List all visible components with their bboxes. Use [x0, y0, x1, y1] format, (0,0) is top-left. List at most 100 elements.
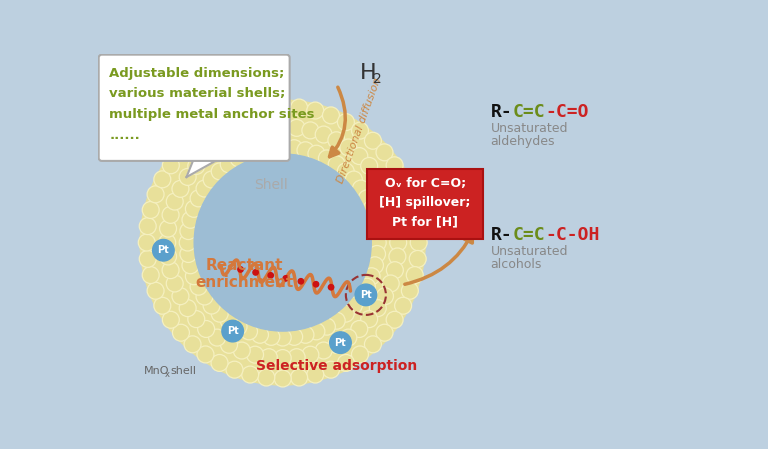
Circle shape [369, 168, 386, 185]
Circle shape [220, 156, 237, 173]
Circle shape [179, 168, 196, 185]
Circle shape [315, 126, 332, 143]
Circle shape [382, 193, 399, 210]
Circle shape [185, 268, 202, 285]
Circle shape [329, 332, 351, 353]
Circle shape [363, 200, 380, 217]
Circle shape [355, 284, 376, 306]
Circle shape [274, 350, 291, 366]
Circle shape [154, 297, 170, 314]
Circle shape [274, 98, 291, 115]
Circle shape [162, 262, 179, 279]
Circle shape [337, 114, 354, 131]
Circle shape [162, 207, 179, 223]
Circle shape [351, 148, 368, 164]
Circle shape [290, 369, 307, 386]
Circle shape [302, 122, 319, 139]
Circle shape [260, 119, 277, 136]
Text: Pt: Pt [157, 245, 169, 255]
Circle shape [173, 324, 190, 341]
Circle shape [179, 234, 196, 251]
Text: Pt: Pt [335, 338, 346, 348]
Text: ......: ...... [110, 129, 141, 142]
Text: shell: shell [170, 366, 197, 376]
Circle shape [363, 268, 380, 285]
Text: MnO: MnO [144, 366, 170, 376]
Circle shape [185, 200, 202, 217]
Circle shape [361, 311, 378, 328]
Circle shape [139, 218, 156, 235]
Circle shape [313, 282, 319, 287]
Circle shape [365, 336, 382, 353]
Circle shape [306, 366, 324, 383]
Circle shape [306, 102, 324, 119]
Text: C=C: C=C [512, 226, 545, 244]
Circle shape [188, 311, 205, 328]
Circle shape [395, 297, 412, 314]
Circle shape [297, 326, 314, 343]
Circle shape [274, 139, 291, 156]
Text: Adjustable dimensions;: Adjustable dimensions; [110, 66, 285, 79]
Text: multiple metal anchor sites: multiple metal anchor sites [110, 108, 315, 121]
Circle shape [233, 342, 250, 359]
Circle shape [159, 234, 176, 251]
Circle shape [220, 336, 237, 353]
Circle shape [274, 370, 291, 387]
Circle shape [351, 321, 368, 338]
Circle shape [166, 275, 184, 292]
Circle shape [337, 305, 354, 322]
Circle shape [353, 288, 369, 305]
Circle shape [184, 336, 201, 353]
Text: H: H [359, 63, 376, 83]
Circle shape [340, 139, 357, 156]
Circle shape [188, 158, 205, 174]
Circle shape [290, 99, 307, 116]
Circle shape [376, 324, 393, 341]
Circle shape [162, 311, 179, 328]
Circle shape [203, 171, 220, 188]
Circle shape [286, 140, 303, 157]
Circle shape [258, 369, 275, 386]
Circle shape [166, 193, 184, 210]
Circle shape [251, 142, 269, 159]
FancyArrowPatch shape [405, 233, 472, 284]
Circle shape [315, 342, 332, 359]
Text: Directional diffusion: Directional diffusion [336, 77, 383, 185]
Circle shape [386, 262, 403, 279]
Circle shape [172, 288, 189, 305]
Circle shape [226, 107, 243, 124]
Circle shape [263, 328, 280, 345]
Text: Selective adsorption: Selective adsorption [256, 359, 417, 373]
Text: -C-OH: -C-OH [545, 226, 599, 244]
Circle shape [179, 299, 196, 317]
Circle shape [209, 329, 226, 346]
Circle shape [402, 186, 419, 203]
Circle shape [389, 220, 406, 237]
Circle shape [395, 171, 412, 188]
Circle shape [369, 299, 386, 317]
Text: Pt: Pt [360, 290, 372, 300]
Circle shape [197, 148, 214, 164]
Circle shape [154, 171, 170, 188]
Text: alcohols: alcohols [491, 258, 542, 271]
Circle shape [298, 278, 303, 284]
Circle shape [238, 267, 243, 272]
Circle shape [242, 102, 259, 119]
Text: Oᵥ for C=O;: Oᵥ for C=O; [385, 177, 465, 190]
Circle shape [172, 180, 189, 197]
Circle shape [328, 312, 345, 329]
Circle shape [226, 361, 243, 378]
Circle shape [323, 107, 339, 124]
Circle shape [251, 326, 269, 343]
Circle shape [376, 180, 393, 197]
Circle shape [274, 329, 291, 346]
Circle shape [359, 278, 376, 295]
Circle shape [197, 321, 214, 338]
Circle shape [182, 257, 199, 274]
Text: [H] spillover;: [H] spillover; [379, 196, 471, 209]
Text: x: x [165, 370, 170, 379]
Circle shape [242, 366, 259, 383]
Circle shape [209, 139, 226, 156]
Circle shape [147, 282, 164, 299]
Circle shape [220, 312, 237, 329]
